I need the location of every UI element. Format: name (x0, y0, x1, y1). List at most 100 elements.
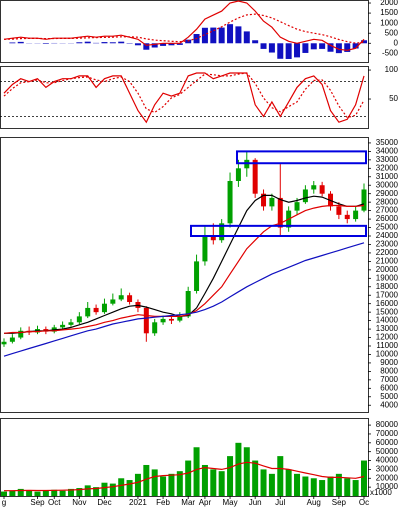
volume-bar (118, 478, 125, 496)
candle-body (18, 330, 24, 338)
candle-body (60, 324, 66, 328)
volume-bar (335, 473, 342, 496)
histogram-bar (302, 43, 309, 53)
volume-bar (185, 460, 192, 496)
y-tick-label: 24000 (376, 231, 399, 240)
histogram-bar (361, 40, 367, 44)
y-tick-label: 32000 (376, 163, 399, 172)
histogram-bar (352, 43, 359, 49)
volume-bar (160, 476, 167, 496)
volume-bar (76, 488, 83, 496)
volume-bar (252, 460, 259, 496)
y-unit: x1000 (370, 488, 392, 497)
x-tick-label: Oct (48, 498, 61, 507)
candle-body (336, 206, 342, 215)
x-tick-label: g (2, 498, 6, 507)
candle-body (194, 261, 200, 291)
y-tick-label: 11000 (376, 341, 398, 350)
y-tick-label: 29000 (376, 189, 399, 198)
volume-bar (310, 478, 317, 496)
y-tick-label: 10000 (376, 482, 399, 491)
y-tick-label: 10000 (376, 350, 399, 359)
candle-body (202, 236, 208, 262)
volume-bar (302, 476, 309, 496)
histogram-bar (335, 43, 342, 54)
y-tick-label: 20000 (376, 473, 399, 482)
y-tick-label: 40000 (376, 456, 399, 465)
volume-bar (176, 471, 183, 496)
y-tick-label: 35000 (376, 138, 399, 147)
x-tick-label: Aug (307, 498, 321, 507)
y-tick-label: 1500 (380, 8, 398, 17)
candle-body (302, 189, 308, 203)
histogram-bar (143, 43, 150, 50)
x-tick-label: Sep (332, 498, 347, 507)
y-tick-label: 14000 (376, 316, 399, 325)
volume-bar (243, 447, 250, 496)
histogram-bar (268, 43, 275, 53)
volume-bar (227, 456, 234, 496)
y-tick-label: 8000 (380, 366, 398, 375)
volume-bar (352, 480, 359, 496)
histogram-bar (176, 43, 183, 45)
y-tick-label: -500 (382, 48, 399, 57)
histogram-bar (160, 43, 167, 46)
y-tick-label: 34000 (376, 146, 399, 155)
x-tick-label: Nov (72, 498, 86, 507)
histogram-bar (243, 31, 250, 44)
volume-bar (218, 471, 225, 496)
y-tick-label: 19000 (376, 273, 399, 282)
candle-body (277, 197, 283, 228)
histogram-bar (319, 43, 326, 49)
volume-bar (193, 447, 200, 496)
volume-bar (126, 480, 133, 496)
macd-line (3, 0, 365, 51)
y-tick-label: 0 (394, 38, 399, 47)
histogram-bar (235, 26, 242, 44)
candle-body (9, 337, 15, 342)
volume-bar (134, 473, 141, 496)
y-tick-label: 27000 (376, 206, 399, 215)
volume-bar (361, 460, 367, 496)
candle-body (235, 168, 241, 181)
candle-body (127, 295, 133, 302)
y-tick-label: 50000 (376, 447, 399, 456)
candle-body (101, 303, 107, 313)
volume-bar (101, 482, 108, 496)
zone-box (190, 224, 367, 238)
y-tick-label: 15000 (376, 307, 399, 316)
candle-body (344, 214, 350, 220)
candle-body (227, 181, 233, 224)
histogram-bar (218, 27, 225, 44)
y-tick-label: 50 (389, 94, 398, 103)
volume-bar (260, 469, 267, 496)
x-tick-label: Oc (359, 498, 369, 507)
histogram-bar (310, 43, 317, 50)
histogram-bar (168, 43, 175, 46)
y-tick-label: 500 (385, 28, 399, 37)
histogram-bar (210, 27, 217, 44)
moving-average (4, 194, 365, 334)
histogram-bar (109, 42, 116, 44)
volume-bar (285, 469, 292, 496)
y-tick-label: 30000 (376, 465, 399, 474)
moving-average (3, 204, 365, 334)
volume-average (4, 461, 365, 492)
volume-bar (143, 464, 150, 496)
x-tick-label: Mar (181, 498, 195, 507)
histogram-bar (84, 41, 91, 44)
y-tick-label: 18000 (376, 282, 399, 291)
histogram-bar (327, 43, 334, 52)
moving-average (3, 242, 365, 357)
y-tick-label: 2000 (380, 0, 398, 7)
candle-body (319, 185, 325, 194)
y-tick-label: 22000 (376, 248, 399, 257)
x-tick-label: Feb (156, 498, 170, 507)
volume-bar (26, 490, 33, 496)
histogram-bar (17, 41, 24, 44)
x-tick-label: 2021 (129, 498, 147, 507)
candle-body (68, 322, 74, 325)
y-tick-label: 16000 (376, 299, 399, 308)
y-tick-label: 17000 (376, 290, 399, 299)
